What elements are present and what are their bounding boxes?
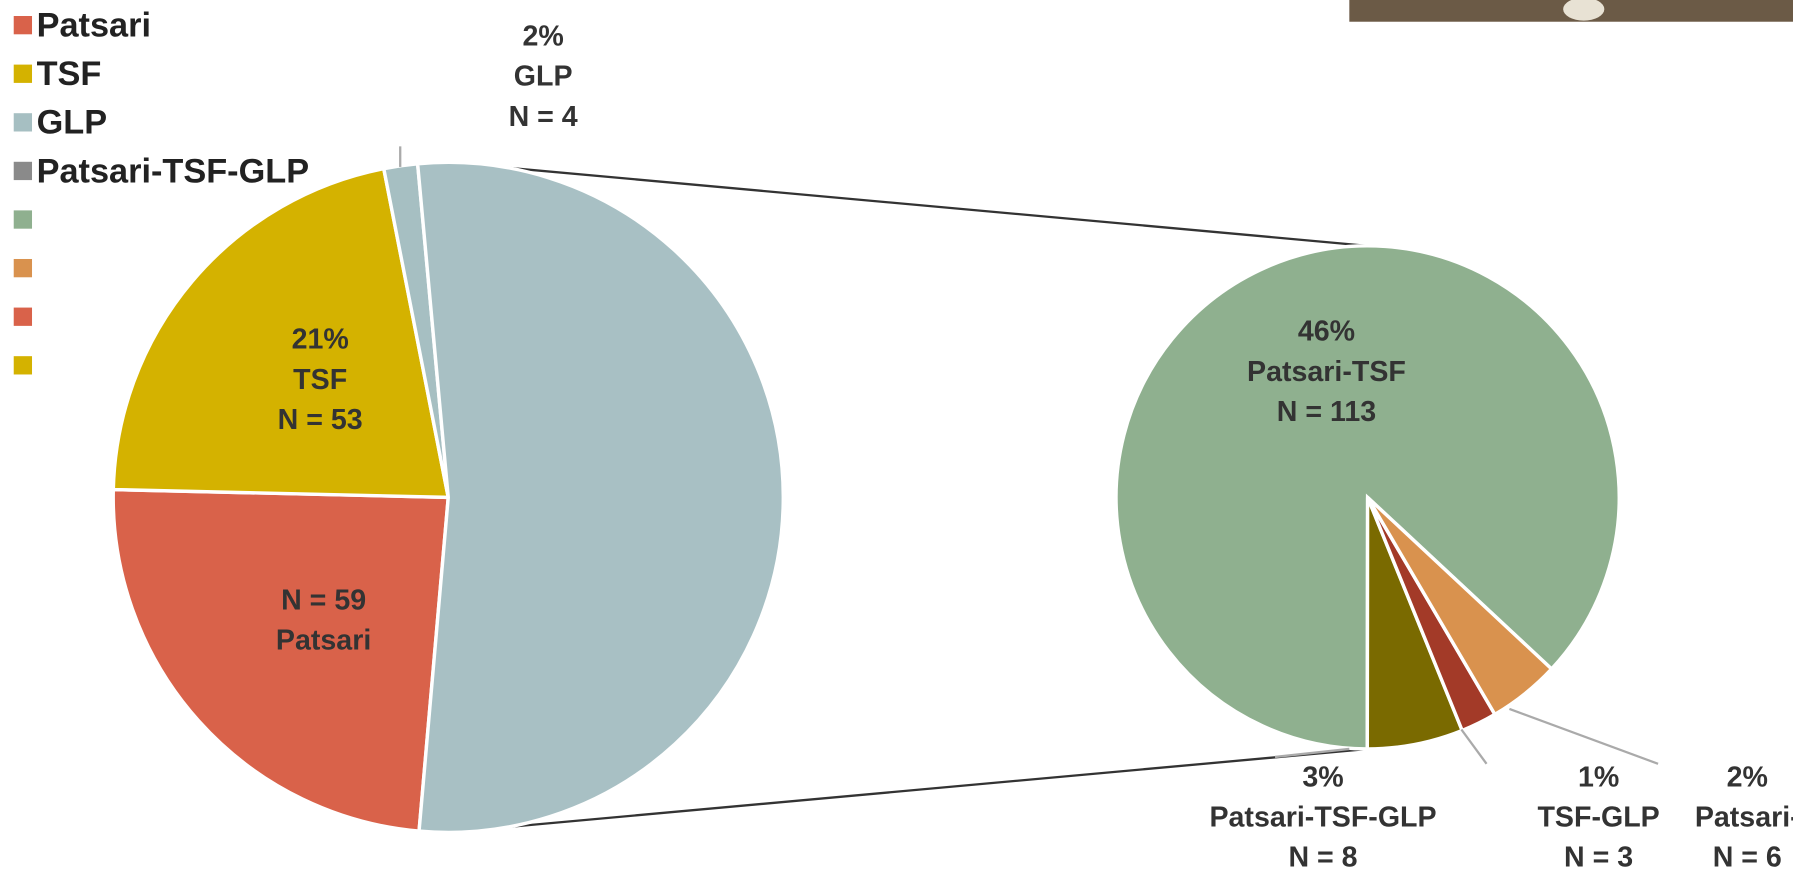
legend-swatch bbox=[13, 113, 33, 132]
legend-swatch bbox=[13, 161, 33, 181]
pie-slice bbox=[415, 160, 785, 835]
data-label: N = 113 bbox=[1277, 396, 1376, 428]
data-label: TSF bbox=[293, 364, 347, 396]
legend-swatch bbox=[13, 307, 33, 326]
legend-label: Patsari-TSF-GLP bbox=[37, 152, 310, 190]
pie-slice bbox=[111, 166, 451, 500]
pie-slice bbox=[1366, 496, 1555, 717]
data-label: 2% bbox=[523, 21, 564, 53]
legend-swatch bbox=[13, 64, 33, 83]
connector-line bbox=[448, 747, 1368, 834]
connector-line bbox=[448, 161, 1368, 247]
data-label: TSF-GLP bbox=[1537, 802, 1659, 834]
data-label: Patsari- bbox=[1695, 802, 1793, 834]
legend-label: Patsari bbox=[37, 7, 151, 45]
data-label: N = 6 bbox=[1713, 842, 1782, 874]
data-label: Patsari-TSF bbox=[1247, 356, 1406, 388]
legend-swatch bbox=[13, 16, 33, 35]
pies bbox=[111, 160, 1621, 835]
data-label: 3% bbox=[1302, 762, 1343, 794]
legend: Patsari TSF GLP Patsari-TSF-GLP bbox=[13, 7, 310, 375]
data-label: N = 3 bbox=[1564, 842, 1633, 874]
leader-line bbox=[1274, 747, 1350, 759]
legend-swatch bbox=[13, 258, 33, 278]
legend-label: GLP bbox=[37, 104, 108, 142]
leader-line bbox=[1509, 707, 1659, 765]
data-label: 1% bbox=[1578, 762, 1619, 794]
data-label: Patsari bbox=[276, 624, 371, 656]
data-label: 21% bbox=[292, 324, 349, 356]
photo-detail bbox=[1563, 0, 1605, 21]
data-label: N = 4 bbox=[509, 101, 578, 133]
legend-label: TSF bbox=[37, 55, 102, 93]
leader-line bbox=[1460, 728, 1488, 765]
pie-slice bbox=[111, 487, 451, 833]
data-label: 46% bbox=[1298, 316, 1355, 348]
data-label: 2% bbox=[1727, 762, 1768, 794]
legend-swatch bbox=[13, 210, 33, 229]
data-label: N = 53 bbox=[278, 404, 363, 436]
data-label: N = 59 bbox=[281, 584, 366, 616]
data-label: GLP bbox=[514, 61, 573, 93]
data-label: Patsari-TSF-GLP bbox=[1209, 802, 1436, 834]
legend-swatch bbox=[13, 356, 33, 375]
data-label: N = 8 bbox=[1288, 842, 1357, 874]
